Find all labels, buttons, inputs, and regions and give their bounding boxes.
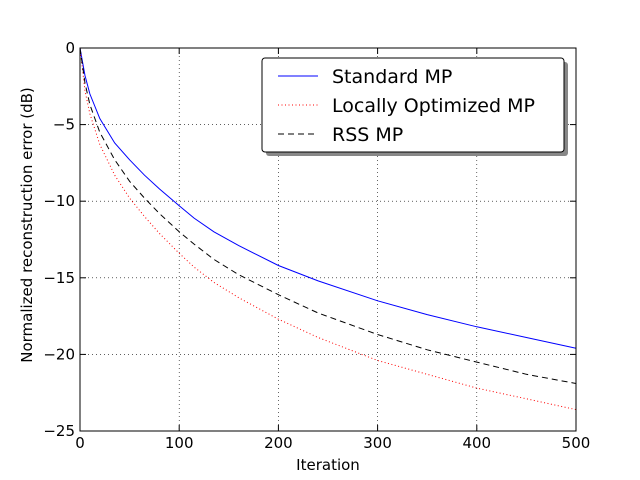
y-tick-label: −20 (43, 345, 75, 363)
legend-label: Standard MP (332, 66, 452, 88)
x-tick-label: 100 (165, 434, 194, 452)
legend-label: RSS MP (332, 124, 403, 146)
ticks: 0 100 200 300 400 500 0 −5 −10 −15 −20 −25 (43, 39, 590, 452)
y-tick-label: −10 (43, 192, 75, 210)
x-tick-label: 400 (462, 434, 491, 452)
legend: Standard MP Locally Optimized MP RSS MP (261, 57, 568, 156)
series-line-standard-mp (79, 47, 577, 349)
legend-entries: Standard MP Locally Optimized MP RSS MP (278, 66, 535, 146)
y-tick-label: −5 (53, 116, 75, 134)
y-axis-label: Normalized reconstruction error (dB) (18, 87, 36, 363)
x-tick-label: 500 (562, 434, 591, 452)
y-tick-label: −15 (43, 269, 75, 287)
x-tick-label: 300 (363, 434, 392, 452)
x-tick-label: 0 (75, 434, 85, 452)
y-tick-label: 0 (65, 39, 75, 57)
series-line-locally-optimized-mp (79, 47, 577, 411)
legend-box (261, 57, 565, 153)
legend-label: Locally Optimized MP (332, 95, 535, 117)
series-group (79, 47, 577, 411)
x-tick-label: 200 (264, 434, 293, 452)
series-line-rss-mp (79, 47, 577, 384)
x-axis-label: Iteration (296, 456, 360, 474)
y-tick-label: −25 (43, 422, 75, 440)
axes-frame (79, 47, 577, 432)
